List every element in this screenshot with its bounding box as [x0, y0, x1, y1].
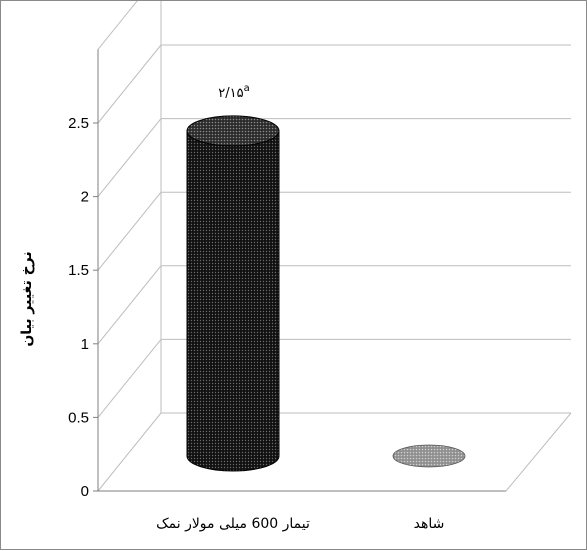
gridline-depth: [97, 1, 138, 50]
gridline-depth: [97, 339, 162, 418]
y-tick-label: 0: [81, 483, 89, 500]
category-labels: تیمار 600 میلی مولار نمک شاهد: [156, 516, 444, 532]
gridline-depth: [97, 265, 162, 345]
gridline-depth: [97, 118, 162, 197]
grid-lines: [97, 1, 571, 492]
y-axis-label: نرخ تغییر بیان: [19, 251, 35, 346]
data-label: ۲/۱۵a: [218, 83, 249, 101]
data-label-superscript: a: [244, 83, 250, 94]
bar: [186, 115, 280, 472]
category-label: تیمار 600 میلی مولار نمک: [156, 516, 310, 532]
y-tick-label: 1.5: [68, 262, 89, 279]
y-tick-label: 1: [81, 336, 89, 353]
gridline-depth: [97, 44, 162, 124]
y-tick-labels: 0 0.5 1 1.5 2 2.5: [68, 115, 89, 500]
gridline-depth: [97, 191, 162, 271]
bar-top: [186, 115, 280, 147]
category-label: شاهد: [414, 516, 445, 532]
y-tick-label: 0.5: [68, 409, 89, 426]
y-tick-label: 2: [81, 189, 89, 206]
data-label-value: ۲/۱۵: [218, 86, 243, 101]
bar-body: [186, 130, 280, 472]
bar-base: [392, 444, 466, 468]
gridline-depth: [97, 412, 162, 492]
axes: [93, 1, 572, 492]
bars: [186, 115, 466, 472]
y-tick-label: 2.5: [68, 115, 89, 132]
floor-right-edge: [505, 412, 572, 492]
